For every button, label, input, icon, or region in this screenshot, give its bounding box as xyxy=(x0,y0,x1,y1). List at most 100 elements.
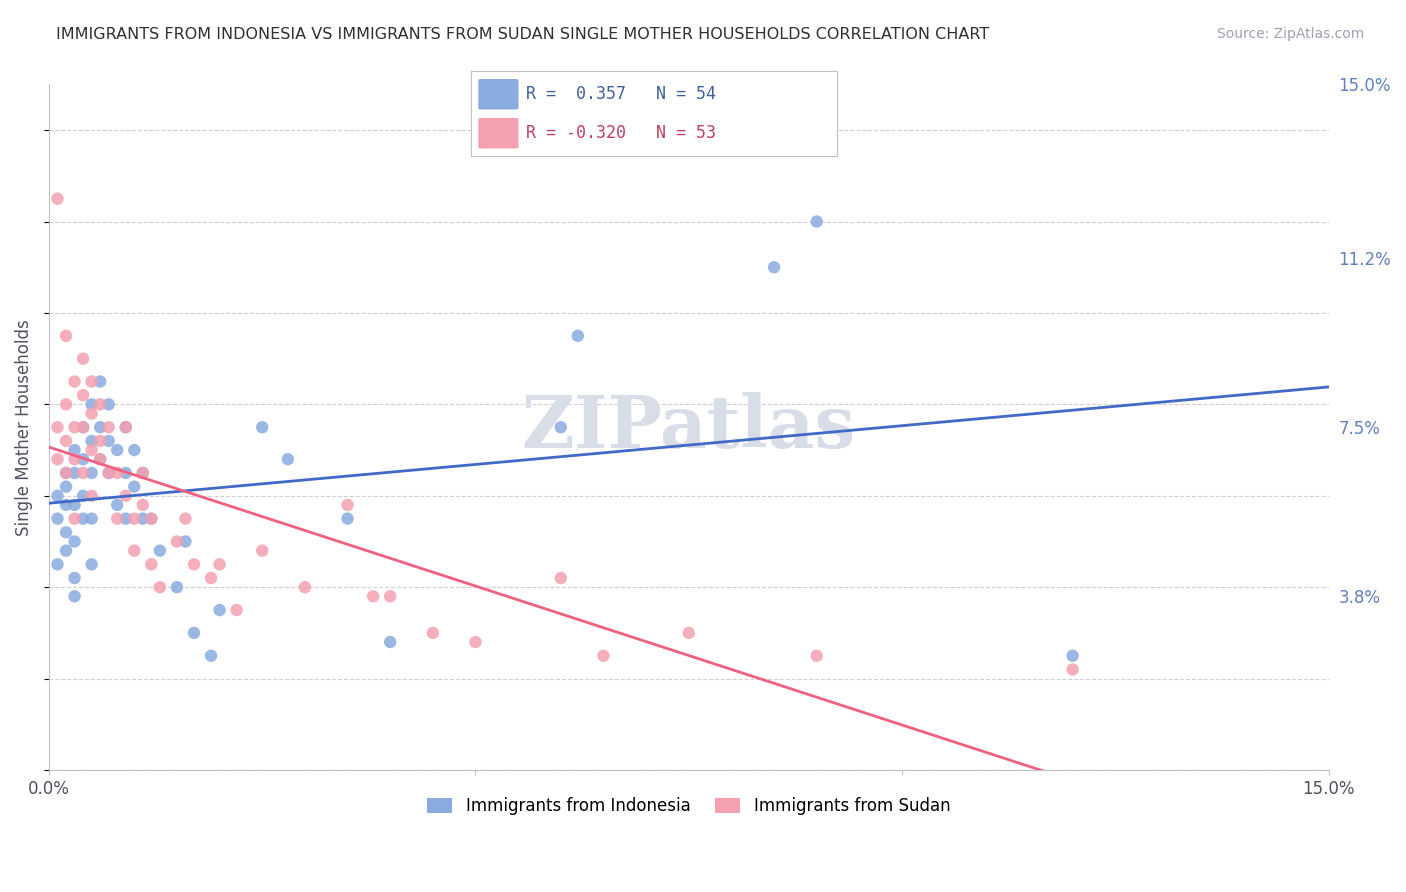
Point xyxy=(225,603,247,617)
Point xyxy=(114,511,136,525)
Point xyxy=(183,626,205,640)
Point xyxy=(72,511,94,525)
Point xyxy=(114,420,136,434)
Point xyxy=(149,543,172,558)
Point xyxy=(63,571,86,585)
Point xyxy=(763,260,786,275)
Point xyxy=(114,489,136,503)
Point xyxy=(183,558,205,572)
Point xyxy=(72,420,94,434)
Point xyxy=(124,543,146,558)
Point xyxy=(550,420,572,434)
Point xyxy=(464,635,486,649)
Point xyxy=(141,511,163,525)
Point xyxy=(361,590,384,604)
Point xyxy=(105,443,128,458)
Point xyxy=(72,452,94,467)
Point xyxy=(166,534,188,549)
Point xyxy=(55,466,77,480)
Point xyxy=(63,375,86,389)
Point xyxy=(46,420,69,434)
Point xyxy=(55,480,77,494)
Point xyxy=(63,534,86,549)
Point xyxy=(208,603,231,617)
Point xyxy=(114,420,136,434)
Point xyxy=(208,558,231,572)
Point xyxy=(380,635,402,649)
Point xyxy=(72,489,94,503)
Point xyxy=(806,214,828,228)
Point xyxy=(55,543,77,558)
Point xyxy=(89,397,111,411)
Point xyxy=(55,466,77,480)
Text: Source: ZipAtlas.com: Source: ZipAtlas.com xyxy=(1216,27,1364,41)
Point xyxy=(132,466,155,480)
Point xyxy=(97,466,120,480)
Legend: Immigrants from Indonesia, Immigrants from Sudan: Immigrants from Indonesia, Immigrants fr… xyxy=(419,789,959,823)
Text: ZIPatlas: ZIPatlas xyxy=(522,392,856,463)
Point xyxy=(200,648,222,663)
Point xyxy=(55,397,77,411)
Point xyxy=(80,466,103,480)
Point xyxy=(80,434,103,448)
Point xyxy=(1062,648,1084,663)
Point xyxy=(806,648,828,663)
Point xyxy=(174,534,197,549)
Point xyxy=(132,466,155,480)
Point xyxy=(132,498,155,512)
Point xyxy=(46,452,69,467)
Point xyxy=(72,420,94,434)
Point xyxy=(80,489,103,503)
Point xyxy=(80,558,103,572)
Point xyxy=(132,511,155,525)
Point xyxy=(63,452,86,467)
Point xyxy=(174,511,197,525)
Point xyxy=(55,434,77,448)
Point xyxy=(97,420,120,434)
Point xyxy=(80,443,103,458)
Point xyxy=(89,434,111,448)
Point xyxy=(141,558,163,572)
Point xyxy=(72,466,94,480)
Point xyxy=(63,498,86,512)
Point xyxy=(336,498,359,512)
Point xyxy=(678,626,700,640)
Point xyxy=(336,511,359,525)
Point xyxy=(89,420,111,434)
Point xyxy=(46,511,69,525)
Text: IMMIGRANTS FROM INDONESIA VS IMMIGRANTS FROM SUDAN SINGLE MOTHER HOUSEHOLDS CORR: IMMIGRANTS FROM INDONESIA VS IMMIGRANTS … xyxy=(56,27,990,42)
Point xyxy=(592,648,614,663)
Point xyxy=(80,407,103,421)
Point xyxy=(89,452,111,467)
Point xyxy=(166,580,188,594)
Point xyxy=(72,351,94,366)
FancyBboxPatch shape xyxy=(478,118,519,148)
Point xyxy=(63,466,86,480)
Point xyxy=(55,328,77,343)
Point xyxy=(277,452,299,467)
Point xyxy=(63,443,86,458)
Point xyxy=(124,480,146,494)
Point xyxy=(97,466,120,480)
Point xyxy=(97,434,120,448)
Point xyxy=(63,590,86,604)
Text: R = -0.320   N = 53: R = -0.320 N = 53 xyxy=(526,124,716,142)
Point xyxy=(97,397,120,411)
Point xyxy=(72,388,94,402)
Point xyxy=(1062,663,1084,677)
Point xyxy=(105,498,128,512)
Point xyxy=(89,375,111,389)
Text: R =  0.357   N = 54: R = 0.357 N = 54 xyxy=(526,86,716,103)
Point xyxy=(550,571,572,585)
Point xyxy=(89,452,111,467)
Point xyxy=(567,328,589,343)
Point xyxy=(55,498,77,512)
Point xyxy=(141,511,163,525)
Point xyxy=(46,558,69,572)
Point xyxy=(294,580,316,594)
Point xyxy=(380,590,402,604)
Point xyxy=(149,580,172,594)
Point xyxy=(63,511,86,525)
FancyBboxPatch shape xyxy=(478,79,519,110)
Point xyxy=(252,543,274,558)
